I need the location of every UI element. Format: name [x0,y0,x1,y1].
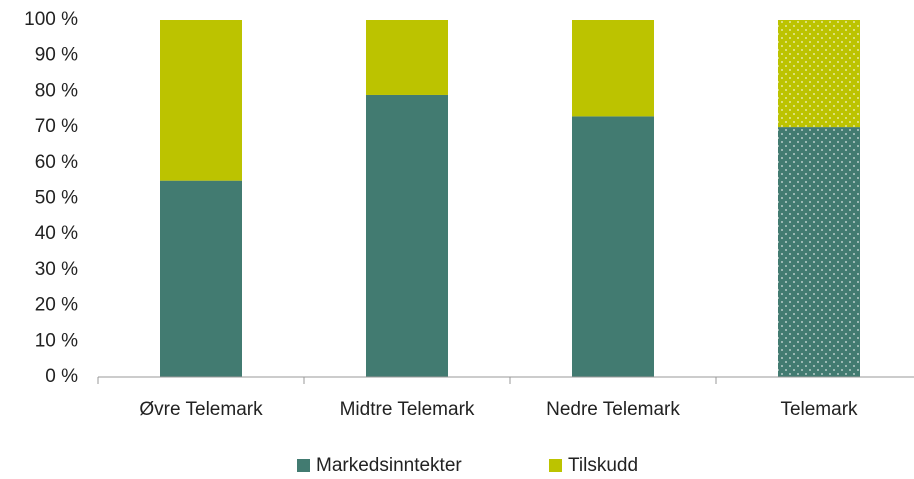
bar-segment [572,20,654,117]
y-tick-label: 100 % [24,9,78,30]
x-tick-label: Telemark [780,399,858,420]
legend-label: Markedsinntekter [316,455,462,476]
bar-segment [160,20,242,181]
bar-pattern [778,20,860,128]
y-tick-label: 90 % [35,45,78,66]
y-tick-label: 70 % [35,116,78,137]
y-tick-label: 0 % [45,366,78,387]
y-tick-label: 20 % [35,295,78,316]
legend-label: Tilskudd [568,455,638,476]
x-tick-label: Midtre Telemark [340,399,475,420]
legend-swatch [297,459,310,472]
x-tick-label: Nedre Telemark [546,399,680,420]
x-tick-label: Øvre Telemark [139,399,263,420]
bar-segment [572,116,654,377]
y-tick-label: 30 % [35,259,78,280]
y-tick-label: 80 % [35,80,78,101]
legend-swatch [549,459,562,472]
y-tick-label: 10 % [35,330,78,351]
bar-segment [160,180,242,377]
y-tick-label: 60 % [35,152,78,173]
bar-pattern [778,127,860,377]
bar-segment [366,94,448,377]
bar-segment [366,20,448,95]
y-tick-label: 50 % [35,188,78,209]
y-tick-label: 40 % [35,223,78,244]
